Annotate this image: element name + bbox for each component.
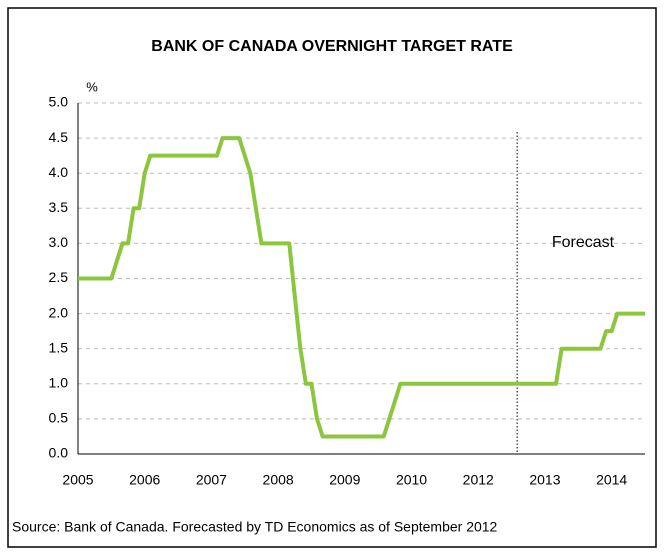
y-tick-label: 4.0 (49, 164, 69, 180)
y-tick-label: 1.5 (49, 339, 69, 355)
y-tick-label: 2.0 (49, 304, 69, 320)
x-tick-label: 2012 (463, 472, 494, 488)
y-axis-label: % (86, 79, 98, 94)
y-tick-label: 0.0 (49, 445, 69, 461)
x-tick-label: 2008 (263, 472, 294, 488)
y-tick-label: 5.0 (49, 94, 69, 110)
y-tick-label: 1.0 (49, 375, 69, 391)
annotation: Forecast (552, 234, 615, 251)
y-tick-label: 4.5 (49, 129, 69, 145)
rate-line (78, 136, 645, 439)
y-tick-label: 3.0 (49, 234, 69, 250)
y-tick-label: 3.5 (49, 199, 69, 215)
x-tick-label: 2005 (62, 472, 93, 488)
x-tick-label: 2014 (596, 472, 627, 488)
x-tick-label: 2010 (396, 472, 427, 488)
source: Source: Bank of Canada. Forecasted by TD… (12, 519, 498, 535)
chart-title: BANK OF CANADA OVERNIGHT TARGET RATE (151, 38, 513, 55)
x-tick-label: 2006 (129, 472, 160, 488)
y-tick-label: 2.5 (49, 269, 69, 285)
x-tick-label: 2013 (529, 472, 560, 488)
y-tick-label: 0.5 (49, 410, 69, 426)
x-tick-label: 2009 (329, 472, 360, 488)
x-tick-label: 2007 (196, 472, 227, 488)
frame (7, 7, 657, 548)
